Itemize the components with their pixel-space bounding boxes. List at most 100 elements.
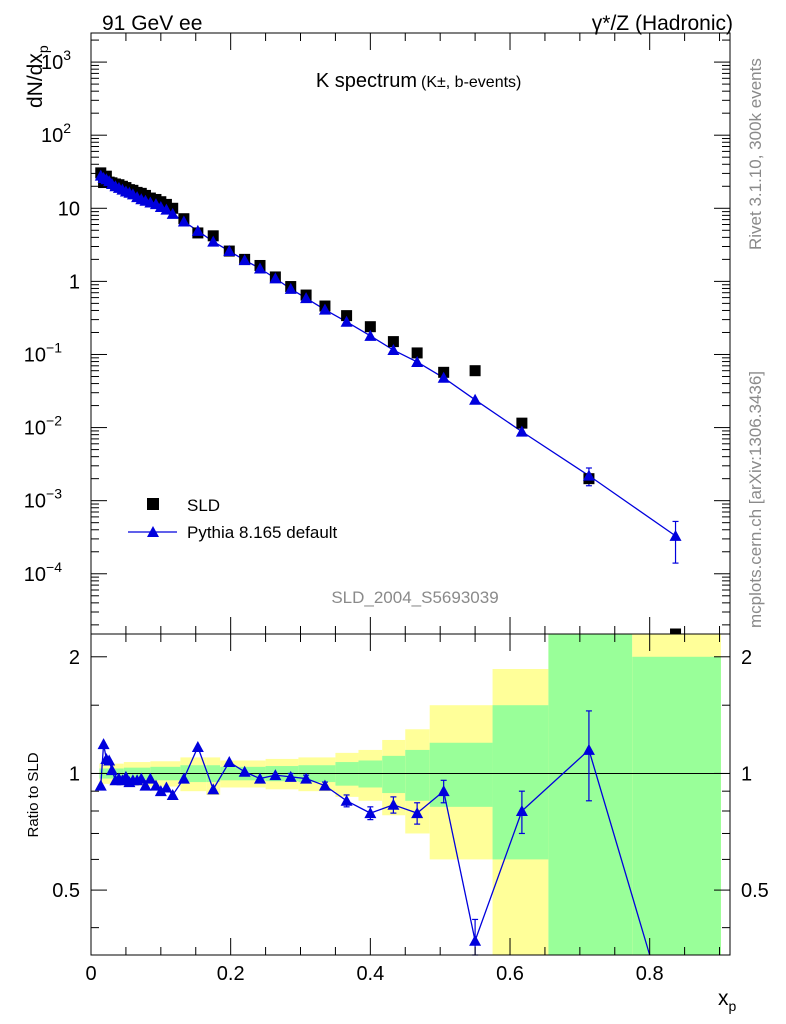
main-title: K spectrum [316,70,417,92]
legend-sld-label: SLD [187,496,220,515]
ratio-band-inner [632,656,721,955]
ratio-mc-point [94,779,107,791]
main-panel: K spectrum (K±, b-events) SLD_2004_S5693… [24,32,731,640]
sld-data-point [387,336,399,348]
ratio-mc-point [411,807,424,819]
main-ytick-label: 103 [41,47,71,74]
mc-data-point [191,224,204,236]
legend: SLD Pythia 8.165 default [128,496,338,542]
ratio-mc-point [340,794,353,806]
ratio-xtick-label: 0.4 [356,963,384,985]
ratio-panel: 0.5 0.5 1 1 2 2 0 0.2 0.4 0.6 0.8 Ratio to SLD xp [25,633,769,1014]
mc-data-point [515,425,528,437]
ratio-band-inner [548,634,633,955]
mc-data-point [207,235,220,247]
ratio-mc-point [154,785,167,797]
main-ytick-exponent: −3 [46,486,62,502]
main-ylabel: dN/dxp [24,45,51,108]
ratio-mc-point [139,779,152,791]
main-ytick-label: 1 [69,271,80,293]
mc-data-point [411,355,424,367]
mc-data-point [238,254,251,266]
main-ytick-exponent: −4 [46,559,62,575]
main-ytick-exponent: −1 [46,339,62,355]
mc-data-point [166,207,179,219]
main-ytick-exponent: 2 [63,120,71,136]
mc-data-point [669,529,682,541]
main-ylabel-main: dN/dx [24,53,47,108]
ratio-mc-point [238,765,251,777]
mc-data-point [269,272,282,284]
main-ytick-label: 102 [41,120,71,147]
ratio-xtick-label: 0.2 [217,963,245,985]
ratio-band-inner [429,742,493,807]
ratio-mc-point [269,769,282,781]
ratio-mc-point [191,741,204,753]
ratio-mc-point [207,783,220,795]
ratio-mc-point [105,764,118,776]
ratio-mc-point [254,772,267,784]
sld-data-point [469,365,481,377]
ratio-tick-labels: 0.5 0.5 1 1 2 2 0 0.2 0.4 0.6 0.8 [52,647,769,985]
ratio-ytick-label-left: 1 [69,763,80,785]
legend-sld-marker [147,498,159,510]
sld-data-point [516,417,528,429]
ratio-uncertainty-bands [99,634,721,955]
main-title-sub: (K±, b-events) [421,74,521,91]
ratio-mc-point [515,804,528,816]
mc-data-point [469,393,482,405]
main-ylabel-sub: p [35,45,51,53]
ratio-xtick-label: 0.6 [496,963,524,985]
main-ytick-exponent: 3 [63,47,71,63]
ratio-mc-point [300,772,313,784]
mc-data-point [387,344,400,356]
ratio-mc-point [160,781,173,793]
ratio-mc-point [437,785,450,797]
ratio-mc-point [318,779,331,791]
ratio-mc-point [582,743,595,755]
header-left-label: 91 GeV ee [102,12,202,35]
mcplots-label: mcplots.cern.ch [arXiv:1306.3436] [746,371,765,628]
main-ytick-label: 10 [58,198,80,220]
xlabel: xp [718,987,737,1014]
legend-mc-label: Pythia 8.165 default [187,523,338,542]
sld-data-point [411,347,423,359]
legend-mc-marker [147,526,159,537]
main-ylabel-text: dN/dxp [24,45,51,108]
mc-data-point [223,245,236,257]
ratio-mc-point [284,770,297,782]
sld-data-point [364,321,376,333]
main-ytick-exponent: −2 [46,413,62,429]
mc-data-point [284,282,297,294]
ratio-mc-point [177,772,190,784]
main-series [94,167,682,640]
mc-data-point [254,262,267,274]
ratio-mc-point [223,756,236,768]
main-ticks [90,33,730,634]
ratio-xtick-label: 0.8 [636,963,664,985]
mc-data-point [318,303,331,315]
main-ytick-label: 10−3 [24,486,62,513]
mc-data-point [340,315,353,327]
ratio-band-inner [382,755,406,794]
ratio-ytick-label-right: 0.5 [741,880,769,902]
mc-data-point [160,203,173,215]
ratio-band-inner [358,760,383,788]
ratio-mc-point [166,788,179,800]
ratio-mc-point [469,934,482,946]
xlabel-main: x [718,987,729,1010]
ratio-series [94,710,651,956]
ratio-ytick-label-left: 0.5 [52,880,80,902]
ratio-ytick-label-right: 1 [741,763,752,785]
ratio-band-inner [492,705,549,860]
ratio-band-inner [405,749,430,801]
ratio-ylabel: Ratio to SLD [25,752,42,837]
ratio-mc-point [144,772,157,784]
main-ytick-label: 10−1 [24,339,62,366]
mc-data-point [177,215,190,227]
ratio-mc-point [135,772,148,784]
rivet-label: Rivet 3.1.10, 300k events [746,58,765,250]
sld-data-point [341,310,353,322]
